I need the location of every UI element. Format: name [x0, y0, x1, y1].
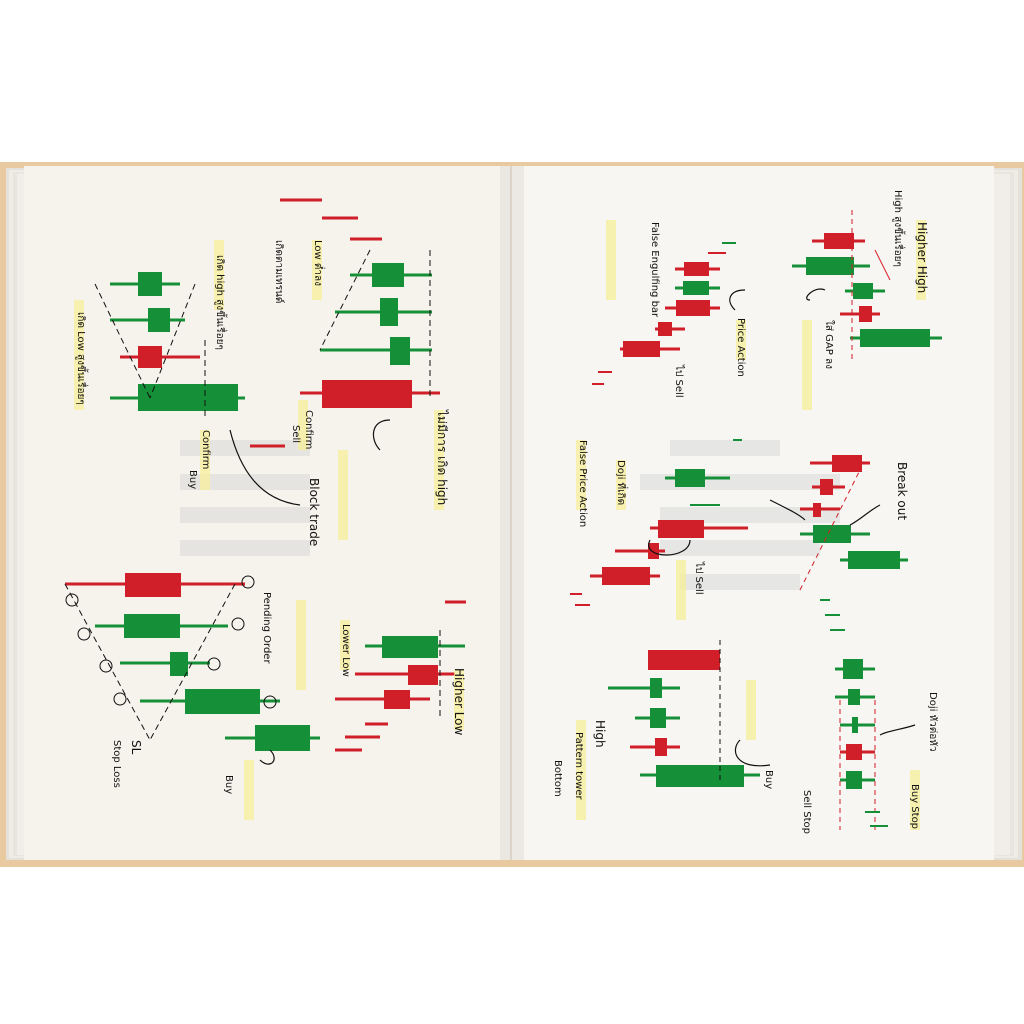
- right-notes: False Engulfing bar Price Action Higher …: [552, 190, 938, 834]
- note-bottom: Bottom: [552, 760, 563, 797]
- candle-group-numbered: [64, 573, 320, 751]
- note-confirm: Confirm: [200, 430, 211, 469]
- candle-group-tower: [608, 640, 760, 787]
- note-lower-low: Lower Low: [340, 624, 351, 677]
- note-buy-right: Buy: [763, 770, 774, 789]
- candle-group-higher-high: [792, 210, 942, 360]
- note-high-1: เกิด high สูงขึ้นเรื่อยๆ: [214, 255, 228, 350]
- note-buy-stop: Buy Stop: [909, 784, 920, 829]
- note-gap: ใส่ GAP ลง: [823, 320, 835, 369]
- note-buy-small: Buy: [187, 470, 198, 489]
- candle-group-uptrend: [94, 272, 245, 420]
- note-higher-low: Higher Low: [452, 668, 466, 736]
- note-pending-order: Pending Order: [261, 592, 272, 664]
- note-not-high: ไม่มีการ เกิด high: [435, 409, 449, 505]
- candle-group-doji: [820, 599, 888, 830]
- note-sell-stop: Sell Stop: [801, 790, 812, 834]
- note-block-trade: Block trade: [307, 478, 321, 546]
- candle-group-engulfing: [592, 242, 736, 385]
- note-high: High สูงขึ้นเรื่อยๆ: [892, 190, 906, 267]
- note-stop-loss: Stop Loss: [111, 740, 122, 788]
- hand-arrows: [229, 288, 916, 767]
- note-false-engulfing: False Engulfing bar: [649, 222, 660, 318]
- note-sell-2: ไป Sell: [693, 561, 705, 595]
- spine-shadow: [500, 166, 524, 860]
- note-low-1: เกิด Low สูงขึ้นเรื่อยๆ: [75, 312, 89, 405]
- note-confirm-sell: Confirm: [303, 410, 314, 449]
- candle-group-lower-right: [335, 600, 466, 752]
- note-higher-high: Higher High: [915, 222, 929, 293]
- note-sell-1: ไป Sell: [673, 364, 685, 398]
- note-low-2: Low ต่ำลง: [312, 240, 326, 286]
- note-buy: Buy: [223, 775, 234, 794]
- note-price-action: Price Action: [735, 318, 746, 377]
- note-doji-2: Doji หัวต่อหัว: [927, 692, 938, 751]
- note-high-2: High: [593, 720, 607, 748]
- note-doji: Doji ที่เกิด: [615, 460, 629, 505]
- candle-group-downtrend: [250, 198, 440, 448]
- note-pattern-tower: Pattern tower: [573, 732, 584, 801]
- gray-bands: [180, 440, 840, 590]
- note-sell-small: Sell: [290, 425, 301, 443]
- note-low-3: เกิดตามเทรนด์: [273, 240, 285, 303]
- note-break-out: Break out: [895, 462, 909, 520]
- note-sl: SL: [129, 740, 143, 755]
- note-false-price-action: False Price Action: [577, 440, 588, 527]
- candle-group-break-out: [570, 439, 908, 606]
- left-notes: เกิด high สูงขึ้นเรื่อยๆ เกิด Low สูงขึ้…: [75, 240, 466, 794]
- highlight-strips: [74, 220, 926, 830]
